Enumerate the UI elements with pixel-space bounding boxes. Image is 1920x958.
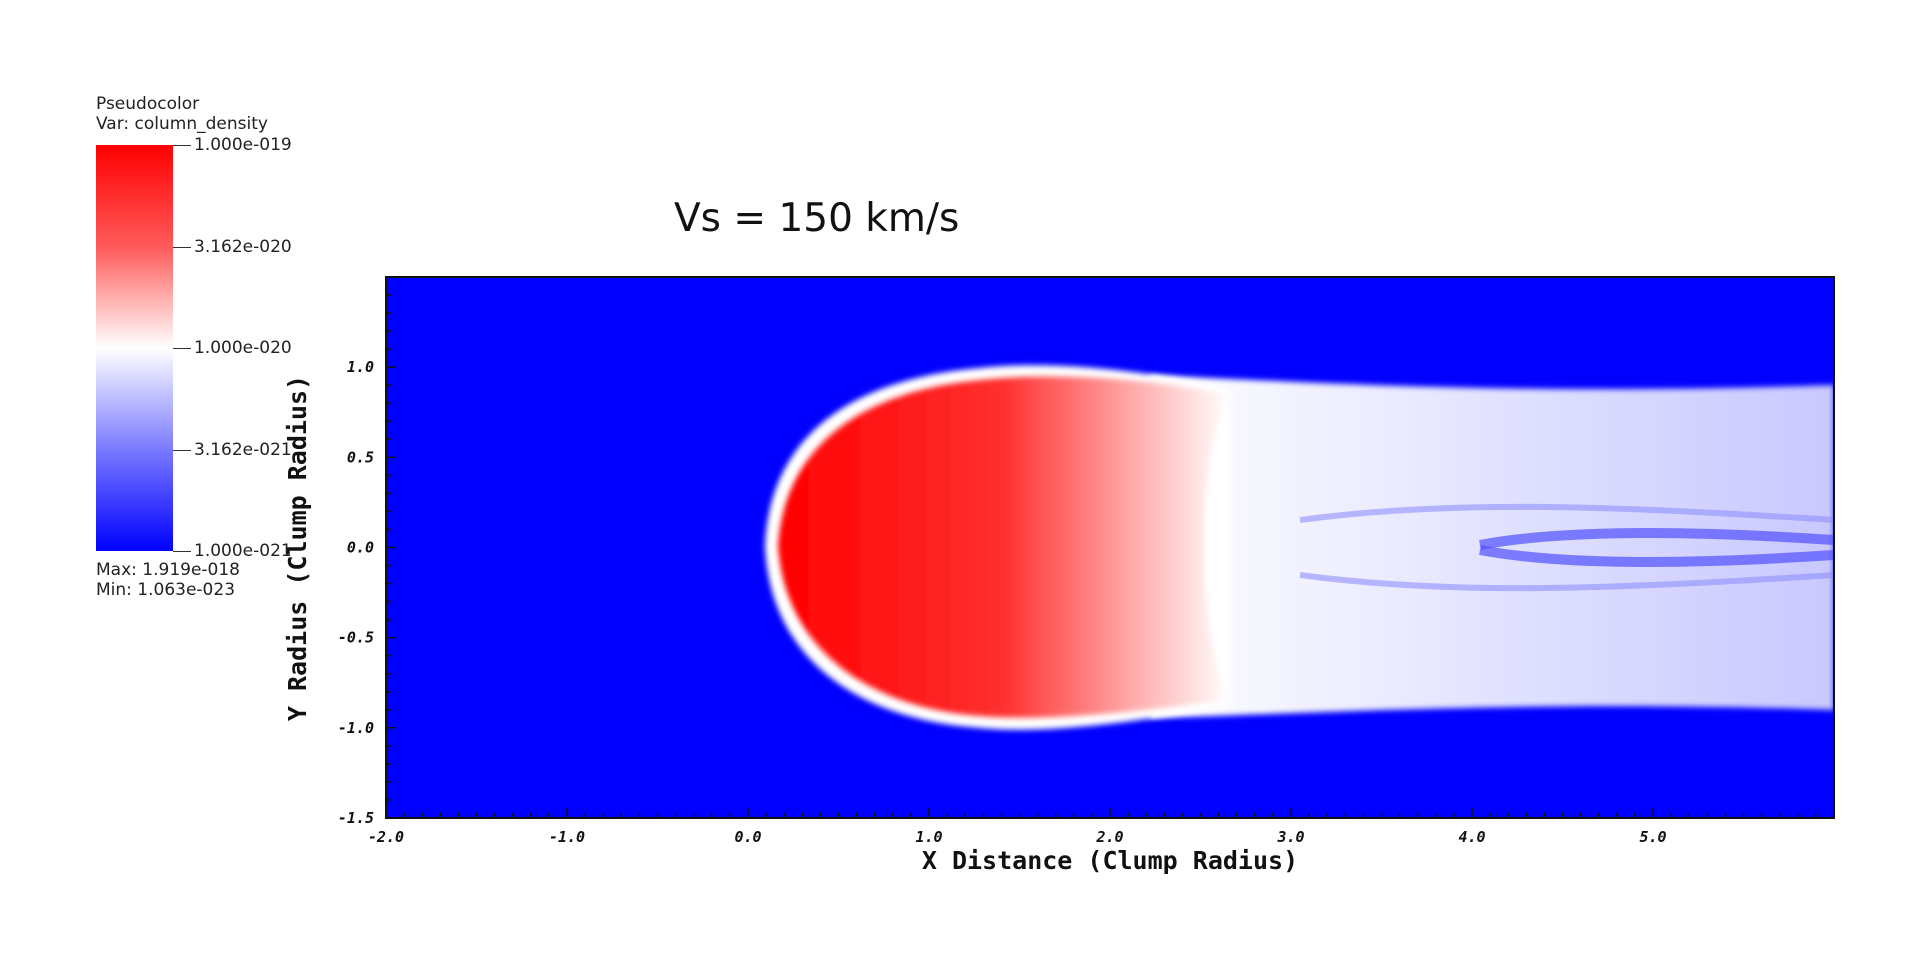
- colorbar-tick: [173, 551, 191, 552]
- x-tick-label: 5.0: [1639, 828, 1666, 846]
- colorbar-tick: [173, 247, 191, 248]
- y-tick-label: 0.0: [347, 539, 374, 557]
- legend-max: Max: 1.919e-018: [96, 560, 240, 580]
- y-tick-label: 1.0: [347, 358, 374, 376]
- colorbar-tick: [173, 450, 191, 451]
- tail-streak: [1479, 528, 1834, 550]
- colorbar-tick: [173, 348, 191, 349]
- x-axis-label: X Distance (Clump Radius): [922, 846, 1298, 875]
- colorbar-tick-label: 1.000e-019: [194, 135, 292, 155]
- legend-title: Pseudocolor: [96, 94, 200, 114]
- x-tick-label: -2.0: [368, 828, 404, 846]
- tick-marks: [385, 294, 1817, 819]
- legend-variable: Var: column_density: [96, 114, 268, 134]
- colorbar-tick-label: 1.000e-020: [194, 338, 292, 358]
- legend-min: Min: 1.063e-023: [96, 580, 236, 600]
- density-field: [765, 365, 1834, 730]
- tail-streak: [1299, 572, 1834, 592]
- x-tick-label: 1.0: [915, 828, 942, 846]
- colorbar: [96, 145, 173, 551]
- tick-labels: -2.0 -1.0 0.0 1.0 2.0 3.0 4.0 5.0 -1.5 -1.0 -0.5 0.…: [338, 358, 1667, 846]
- y-tick-label: -1.0: [338, 719, 374, 737]
- bow-core: [778, 376, 1230, 718]
- colorbar-tick-label: 3.162e-020: [194, 237, 292, 257]
- y-axis-label: Y Radius (Clump Radius): [283, 375, 312, 721]
- x-tick-label: -1.0: [549, 828, 585, 846]
- x-tick-label: 2.0: [1095, 828, 1123, 846]
- chart-title: Vs = 150 km/s: [674, 196, 960, 241]
- tail-streak: [1479, 545, 1834, 567]
- y-tick-label: -0.5: [338, 629, 374, 647]
- x-tick-label: 0.0: [734, 828, 761, 846]
- x-tick-label: 3.0: [1276, 828, 1304, 846]
- y-tick-label: 0.5: [347, 448, 374, 466]
- colorbar-tick: [173, 145, 191, 146]
- colorbar-tick-label: 1.000e-021: [194, 541, 292, 561]
- colorbar-tick-label: 3.162e-021: [194, 440, 292, 460]
- y-tick-label: -1.5: [338, 809, 374, 827]
- tail-streak: [1299, 503, 1834, 523]
- x-tick-label: 4.0: [1458, 828, 1485, 846]
